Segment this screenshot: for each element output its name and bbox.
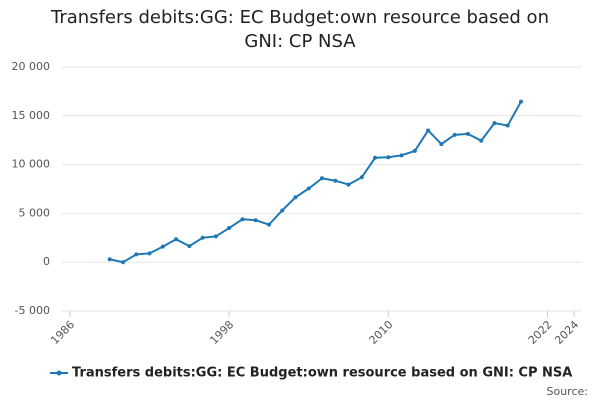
data-point xyxy=(426,128,431,133)
data-point xyxy=(505,123,510,128)
data-point xyxy=(253,218,258,223)
chart-title: Transfers debits:GG: EC Budget:own resou… xyxy=(51,7,549,52)
y-tick-label: -5 000 xyxy=(15,304,50,317)
data-point xyxy=(359,175,364,180)
y-tick-label: 10 000 xyxy=(12,158,51,171)
data-point xyxy=(465,131,470,136)
x-tick-label: 1998 xyxy=(207,318,236,347)
data-point xyxy=(107,257,112,262)
y-tick-label: 0 xyxy=(43,255,50,268)
data-point xyxy=(147,251,152,256)
data-point xyxy=(306,186,311,191)
data-point xyxy=(333,178,338,183)
data-point xyxy=(160,244,165,249)
x-tick-label: 2022 xyxy=(526,318,555,347)
data-point xyxy=(399,153,404,158)
y-tick-label: 5 000 xyxy=(19,206,51,219)
source: Source: xyxy=(547,385,589,398)
x-tick-label: 1986 xyxy=(48,318,77,347)
x-tick-label: 2010 xyxy=(367,318,396,347)
data-point xyxy=(240,217,245,222)
data-point xyxy=(346,182,351,187)
data-point xyxy=(452,132,457,137)
data-point xyxy=(492,121,497,126)
data-point xyxy=(293,195,298,200)
data-point xyxy=(174,237,179,242)
x-tick-label: 2024 xyxy=(552,318,581,347)
data-point xyxy=(200,235,205,240)
data-point xyxy=(187,244,192,249)
data-point xyxy=(373,155,378,160)
y-tick-label: 20 000 xyxy=(12,60,51,73)
data-point xyxy=(227,226,232,231)
data-point xyxy=(412,148,417,153)
data-point xyxy=(213,234,218,239)
legend-marker xyxy=(56,370,62,376)
data-point xyxy=(518,99,523,104)
data-point xyxy=(386,155,391,160)
data-point xyxy=(320,176,324,181)
data-point xyxy=(280,208,285,213)
y-tick-label: 15 000 xyxy=(12,109,51,122)
data-point xyxy=(439,142,444,147)
data-point xyxy=(479,138,484,143)
data-point xyxy=(121,260,126,265)
legend-label: Transfers debits:GG: EC Budget:own resou… xyxy=(72,366,572,381)
data-point xyxy=(266,222,271,227)
series-line xyxy=(109,101,522,264)
data-point xyxy=(134,252,139,257)
